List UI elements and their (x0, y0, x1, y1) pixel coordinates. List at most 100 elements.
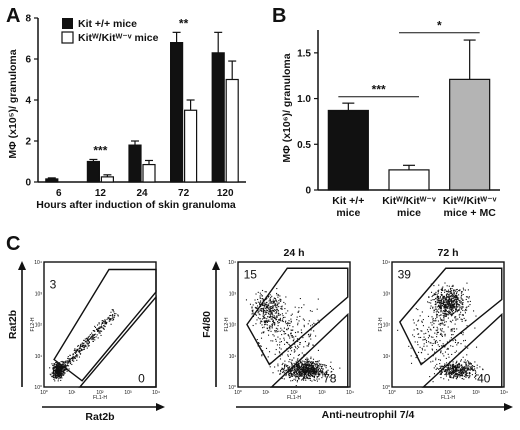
panel-c-event-dot (53, 378, 55, 381)
panel-c-event-dot (251, 307, 253, 309)
panel-c-event-dot (266, 327, 269, 329)
panel-c-event-dot (294, 375, 296, 377)
panel-c-event-dot (441, 318, 443, 321)
panel-c-event-dot (298, 362, 300, 364)
panel-c-event-dot (269, 308, 271, 310)
panel-c-event-dot (450, 305, 452, 307)
panel-c-event-dot (66, 361, 68, 363)
panel-c-event-dot (265, 309, 268, 311)
panel-c-event-dot (466, 372, 468, 374)
panel-c-event-dot (446, 296, 448, 298)
panel-c-event-dot (298, 365, 300, 367)
panel-c-event-dot (456, 378, 458, 380)
panel-c-event-dot (61, 377, 63, 379)
panel-c-event-dot (289, 370, 291, 372)
panel-c-event-dot (303, 326, 305, 328)
panel-c-event-dot (461, 367, 463, 369)
panel-c-event-dot (260, 310, 262, 312)
panel-c-event-dot (75, 351, 77, 353)
panel-c-y-arrow-head (212, 261, 220, 270)
panel-c-event-dot (317, 370, 319, 372)
panel-c-event-dot (56, 373, 58, 375)
panel-c-event-dot (298, 368, 300, 370)
panel-c-event-dot (460, 332, 462, 335)
panel-c-event-dot (57, 378, 59, 380)
panel-c-event-dot (318, 369, 320, 371)
panel-c-event-dot (455, 373, 457, 375)
panel-c-event-dot (307, 373, 310, 375)
panel-c-event-dot (54, 376, 56, 378)
panel-c-event-dot (444, 299, 447, 301)
panel-c-event-dot (418, 333, 420, 335)
panel-c-event-dot (268, 300, 270, 302)
panel-c-event-dot (56, 372, 58, 374)
panel-c-event-dot (462, 314, 464, 316)
panel-c-event-dot (461, 377, 463, 380)
panel-c-event-dot (460, 318, 462, 320)
panel-c-event-dot (292, 370, 294, 372)
panel-c-event-dot (452, 371, 455, 373)
panel-c-event-dot (461, 314, 463, 316)
panel-c-event-dot (277, 365, 279, 367)
panel-c-event-dot (271, 327, 273, 329)
panel-c-event-dot (290, 380, 292, 382)
panel-c-event-dot (467, 367, 469, 369)
panel-c-event-dot (446, 304, 448, 306)
panel-c-event-dot (465, 319, 467, 321)
panel-c-event-dot (452, 304, 454, 306)
panel-c-event-dot (444, 310, 446, 312)
panel-c-event-dot (461, 303, 464, 305)
panel-c-event-dot (284, 363, 286, 365)
panel-c-event-dot (475, 378, 477, 380)
panel-c-event-dot (307, 374, 309, 376)
panel-c-event-dot (456, 301, 458, 303)
panel-c-event-dot (275, 318, 277, 320)
panel-c-event-dot (454, 307, 456, 309)
panel-c-event-dot (465, 307, 467, 309)
panel-c-event-dot (113, 318, 115, 320)
panel-c-event-dot (301, 378, 304, 380)
panel-c-event-dot (60, 372, 62, 374)
panel-c-event-dot (269, 366, 271, 368)
panel-c-event-dot (289, 353, 292, 355)
panel-c-event-dot (271, 323, 273, 325)
panel-c-event-dot (298, 363, 300, 365)
panel-c-upper-gate-percent: 3 (50, 278, 57, 292)
panel-c-event-dot (303, 370, 305, 373)
panel-c-event-dot (446, 367, 448, 369)
panel-c-event-dot (465, 370, 467, 372)
panel-c-event-dot (456, 344, 458, 346)
panel-c-event-dot (87, 338, 89, 340)
panel-c-event-dot (110, 318, 112, 320)
panel-c-event-dot (274, 308, 276, 311)
panel-c-event-dot (98, 332, 100, 334)
panel-c-event-dot (450, 306, 452, 308)
panel-c-event-dot (104, 325, 106, 327)
panel-c-event-dot (464, 371, 466, 373)
panel-c-event-dot (439, 301, 441, 303)
panel-c-event-dot (304, 361, 306, 363)
panel-c-event-dot (463, 289, 465, 291)
panel-c-event-dot (276, 344, 278, 346)
panel-c-event-dot (435, 311, 437, 313)
panel-c-event-dot (436, 326, 438, 328)
panel-c-event-dot (279, 373, 281, 375)
panel-c-event-dot (436, 299, 438, 301)
panel-c-event-dot (52, 371, 54, 373)
panel-c-event-dot (467, 301, 469, 303)
panel-c-event-dot (111, 315, 113, 317)
panel-c-event-dot (58, 371, 60, 373)
panel-c-event-dot (104, 322, 106, 324)
panel-c-event-dot (452, 297, 455, 299)
panel-c-event-dot (449, 308, 452, 310)
panel-c-event-dot (321, 372, 323, 374)
panel-c-event-dot (275, 348, 277, 351)
panel-c-event-dot (289, 337, 291, 339)
panel-c-event-dot (448, 367, 450, 369)
panel-c-event-dot (89, 338, 91, 340)
panel-c-event-dot (438, 305, 441, 307)
panel-c-event-dot (87, 336, 89, 338)
panel-c-event-dot (251, 310, 253, 312)
panel-c-event-dot (419, 315, 421, 317)
panel-c-event-dot (325, 374, 327, 376)
